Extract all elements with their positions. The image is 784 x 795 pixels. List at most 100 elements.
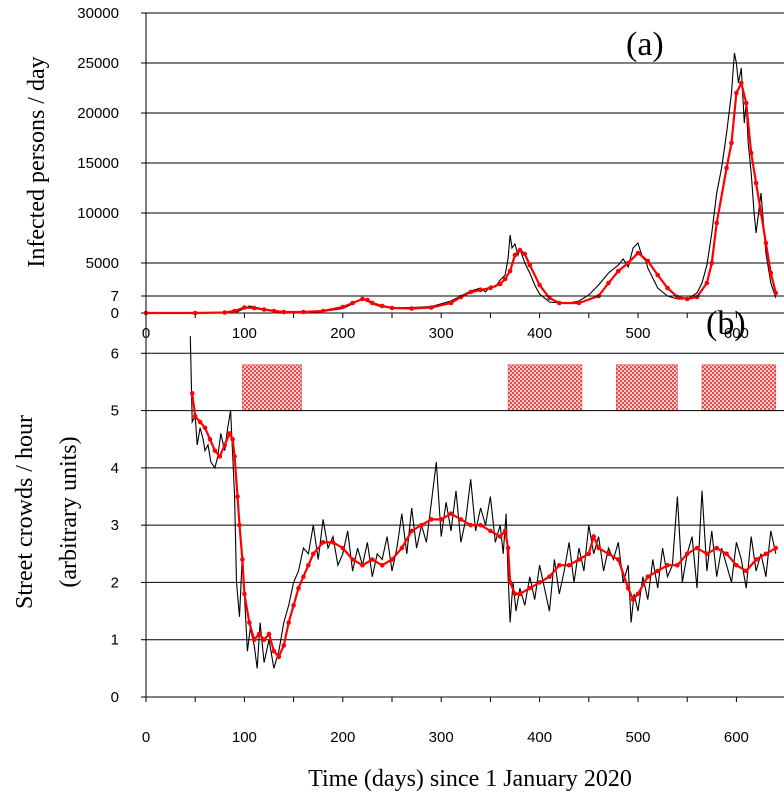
- moving-average-point: [222, 310, 228, 315]
- moving-average-point: [281, 643, 287, 648]
- moving-average-point: [448, 511, 454, 516]
- moving-average-point: [202, 425, 208, 431]
- moving-average-point: [379, 303, 385, 309]
- moving-average-point: [655, 568, 660, 574]
- panel-b-y-axis-title-line-1: Street crowds / hour: [12, 415, 38, 609]
- panel-a-x-ticks: 0 100 200 300 400 500 600: [142, 313, 749, 342]
- moving-average-point: [301, 574, 306, 579]
- moving-average-point: [625, 260, 631, 266]
- highlight-period-2: [507, 364, 583, 411]
- moving-average-point: [527, 585, 533, 591]
- highlight-period-1: [242, 364, 302, 411]
- moving-average-point: [739, 80, 744, 86]
- moving-average-point: [729, 140, 734, 146]
- moving-average-point: [429, 305, 434, 310]
- moving-average-point: [192, 414, 198, 419]
- moving-average-point: [576, 300, 582, 306]
- moving-average-point: [591, 534, 597, 539]
- x-tick-label: 500: [625, 325, 650, 342]
- panel-a: 0 100 200 300 400 500 600 0 5000 10000 15000 20000…: [24, 5, 784, 342]
- moving-average-point: [507, 580, 513, 585]
- moving-average-point: [606, 551, 611, 557]
- moving-average-point: [291, 603, 296, 608]
- moving-average-point: [310, 551, 316, 557]
- moving-average-point: [399, 545, 405, 551]
- moving-average-point: [753, 180, 759, 186]
- moving-average-point: [350, 557, 355, 562]
- panel-b: 0 100 200 300 400 500 600 0 1 2 3 4 5 6 7 (b) Street …: [12, 288, 784, 746]
- moving-average-point: [468, 522, 474, 528]
- moving-average-point: [645, 574, 651, 579]
- x-tick-label: 300: [429, 325, 454, 342]
- moving-average-point: [242, 305, 247, 310]
- moving-average-point: [235, 494, 240, 499]
- moving-average-point: [232, 454, 237, 459]
- moving-average-point: [665, 285, 670, 291]
- moving-average-point: [261, 637, 267, 643]
- moving-average-point: [625, 585, 631, 591]
- moving-average-point: [694, 545, 700, 551]
- panel-a-label: (a): [626, 26, 664, 63]
- moving-average-point: [448, 300, 454, 306]
- moving-average-point: [271, 308, 277, 314]
- moving-average-point: [306, 562, 311, 568]
- moving-average-point: [704, 551, 710, 557]
- moving-average-point: [714, 220, 720, 226]
- moving-average-point: [537, 282, 542, 288]
- panel-a-series: [143, 52, 779, 316]
- moving-average-point: [360, 296, 365, 302]
- moving-average-point: [389, 305, 395, 311]
- y-tick-label: 10000: [77, 205, 119, 222]
- moving-average-point: [684, 551, 690, 557]
- moving-average-point: [606, 280, 611, 286]
- moving-average-point: [240, 557, 245, 562]
- moving-average-point: [748, 150, 754, 156]
- moving-average-point: [197, 419, 203, 425]
- moving-average-point: [743, 568, 749, 574]
- moving-average-point: [330, 540, 336, 545]
- y-tick-label: 2: [111, 574, 119, 591]
- x-tick-label: 200: [330, 729, 355, 746]
- moving-average-point: [242, 591, 247, 597]
- y-tick-label: 30000: [77, 5, 119, 22]
- moving-average-point: [232, 308, 237, 314]
- moving-average-point: [645, 258, 651, 264]
- moving-average-point: [189, 391, 195, 396]
- moving-average-point: [478, 522, 483, 528]
- moving-average-point: [360, 562, 365, 568]
- moving-average-point: [320, 540, 326, 545]
- moving-average-point: [389, 557, 395, 562]
- moving-average-line: [146, 79, 777, 315]
- y-tick-label: 4: [111, 460, 119, 477]
- moving-average-point: [502, 276, 508, 282]
- moving-average-point: [586, 551, 592, 557]
- panel-a-grid: [146, 12, 784, 264]
- moving-average-point: [694, 294, 700, 300]
- moving-average-point: [753, 557, 759, 562]
- moving-average-point: [365, 297, 370, 303]
- x-tick-label: 100: [232, 729, 257, 746]
- moving-average-point: [497, 534, 503, 539]
- moving-average-point: [734, 90, 739, 96]
- x-tick-label: 0: [142, 729, 150, 746]
- y-tick-label: 15000: [77, 155, 119, 172]
- panel-b-y-ticks: 0 1 2 3 4 5 6 7: [111, 288, 146, 706]
- moving-average-point: [576, 557, 582, 562]
- moving-average-point: [763, 551, 769, 557]
- moving-average-point: [379, 562, 385, 568]
- moving-average-point: [266, 631, 272, 637]
- moving-average-point: [271, 648, 277, 654]
- panel-b-highlight-periods: [242, 364, 777, 411]
- moving-average-point: [734, 562, 739, 568]
- raw-data-line: [189, 336, 777, 669]
- moving-average-point: [458, 517, 464, 522]
- y-tick-label: 0: [111, 689, 119, 706]
- moving-average-point: [527, 262, 533, 268]
- moving-average-point: [502, 528, 508, 534]
- moving-average-point: [547, 295, 552, 301]
- x-tick-label: 400: [527, 325, 552, 342]
- moving-average-point: [517, 247, 523, 253]
- moving-average-point: [684, 296, 690, 302]
- moving-average-point: [512, 252, 518, 258]
